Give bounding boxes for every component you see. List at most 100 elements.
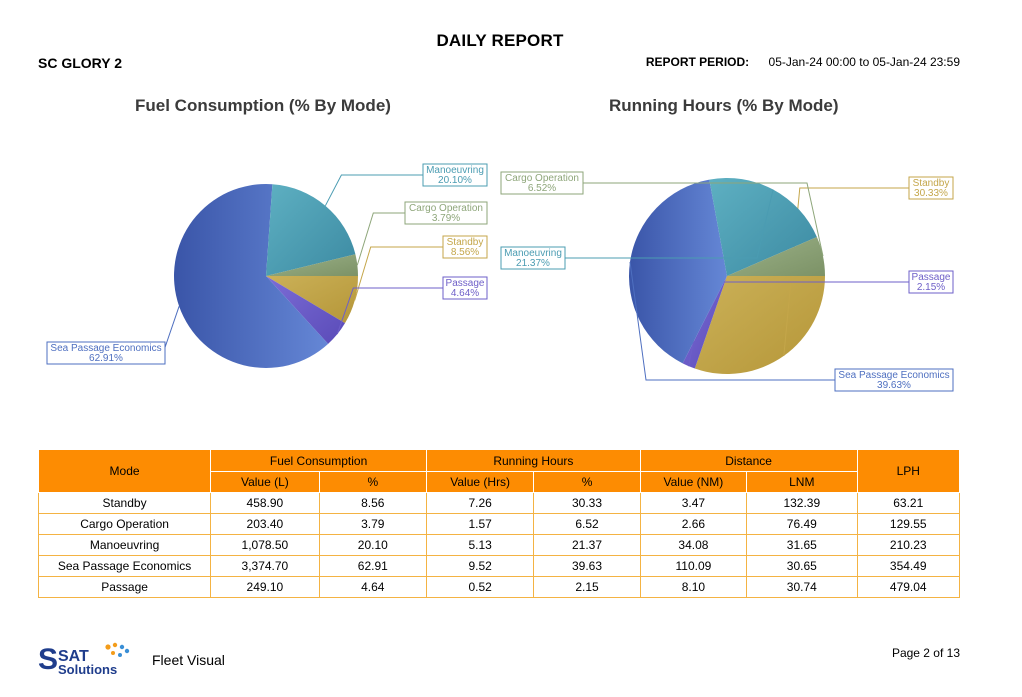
callout-line-sea-passage-economics xyxy=(629,261,835,381)
pie-slice-standby xyxy=(694,276,825,375)
cell-lnm: 132.39 xyxy=(746,492,858,514)
cell-lph: 479.04 xyxy=(856,576,960,598)
app-name: Fleet Visual xyxy=(152,652,225,668)
callout-line-manoeuvring xyxy=(324,174,423,206)
callout-label-standby: Standby xyxy=(913,178,950,189)
cell-mode: Passage xyxy=(37,576,212,598)
cell-hours-pct: 6.52 xyxy=(533,513,641,535)
cell-lph: 210.23 xyxy=(856,534,960,556)
callout-box-cargo-operation xyxy=(500,171,584,195)
callout-label-manoeuvring: Manoeuvring xyxy=(504,248,562,259)
callout-value-cargo-operation: 6.52% xyxy=(528,183,556,194)
cell-fuel-value: 3,374.70 xyxy=(210,555,320,577)
cell-mode: Sea Passage Economics xyxy=(37,555,212,577)
callout-box-passage xyxy=(908,270,954,294)
cell-lnm: 30.74 xyxy=(746,576,858,598)
col-group-hours: Running Hours xyxy=(425,449,641,472)
callout-label-sea-passage-economics: Sea Passage Economics xyxy=(50,343,161,354)
pie-slice-cargo-operation xyxy=(266,254,358,276)
cell-lph: 63.21 xyxy=(856,492,960,514)
logo-s-glyph: S xyxy=(38,643,58,676)
cell-distance-value: 2.66 xyxy=(639,513,748,535)
cell-hours-value: 0.52 xyxy=(425,576,535,598)
callout-box-standby xyxy=(442,235,488,259)
pie-slice-sea-passage-economics xyxy=(629,179,727,364)
cell-lph: 354.49 xyxy=(856,555,960,577)
callout-box-manoeuvring xyxy=(422,163,488,187)
cell-distance-value: 34.08 xyxy=(639,534,748,556)
cell-hours-value: 9.52 xyxy=(425,555,535,577)
callout-label-standby: Standby xyxy=(447,237,484,248)
callout-label-passage: Passage xyxy=(446,278,485,289)
hours-chart-title: Running Hours (% By Mode) xyxy=(609,96,839,115)
report-title: DAILY REPORT xyxy=(436,31,564,50)
callout-box-passage xyxy=(442,276,488,300)
col-fuel-value: Value (L) xyxy=(210,471,320,493)
callout-box-sea-passage-economics xyxy=(46,341,166,365)
callout-box-cargo-operation xyxy=(404,201,488,225)
callout-label-passage: Passage xyxy=(912,272,951,283)
callout-line-manoeuvring xyxy=(565,189,774,259)
col-distance-value: Value (NM) xyxy=(639,471,748,493)
table-row: Sea Passage Economics 3,374.70 62.91 9.5… xyxy=(37,555,960,577)
cell-fuel-pct: 4.64 xyxy=(318,576,427,598)
cell-lnm: 30.65 xyxy=(746,555,858,577)
cell-fuel-value: 203.40 xyxy=(210,513,320,535)
report-period-label: REPORT PERIOD: xyxy=(645,55,750,69)
cell-distance-value: 110.09 xyxy=(639,555,748,577)
callout-box-standby xyxy=(908,176,954,200)
col-lph: LPH xyxy=(856,449,960,493)
cell-hours-pct: 2.15 xyxy=(533,576,641,598)
callout-line-cargo-operation xyxy=(583,182,824,257)
cell-hours-value: 1.57 xyxy=(425,513,535,535)
cell-lph: 129.55 xyxy=(856,513,960,535)
callout-label-manoeuvring: Manoeuvring xyxy=(426,165,484,176)
cell-fuel-value: 249.10 xyxy=(210,576,320,598)
callout-line-standby xyxy=(354,246,443,301)
callout-value-passage: 4.64% xyxy=(451,288,479,299)
cell-hours-pct: 21.37 xyxy=(533,534,641,556)
table-row: Manoeuvring 1,078.50 20.10 5.13 21.37 34… xyxy=(37,534,960,556)
table-row: Cargo Operation 203.40 3.79 1.57 6.52 2.… xyxy=(37,513,960,535)
cell-lnm: 31.65 xyxy=(746,534,858,556)
col-fuel-pct: % xyxy=(318,471,427,493)
callout-value-cargo-operation: 3.79% xyxy=(432,213,460,224)
callout-label-cargo-operation: Cargo Operation xyxy=(409,203,483,214)
cell-mode: Manoeuvring xyxy=(37,534,212,556)
page-number: Page 2 of 13 xyxy=(891,646,960,660)
sat-solutions-logo: S SAT Solutions xyxy=(38,642,130,677)
fuel-chart-title: Fuel Consumption (% By Mode) xyxy=(135,96,391,115)
cell-mode: Cargo Operation xyxy=(37,513,212,535)
callout-value-manoeuvring: 20.10% xyxy=(438,175,472,186)
pie-slice-passage xyxy=(682,276,727,369)
cell-fuel-value: 1,078.50 xyxy=(210,534,320,556)
pie-slice-sea-passage-economics xyxy=(174,183,329,368)
report-period-value: 05-Jan-24 00:00 to 05-Jan-24 23:59 xyxy=(768,55,960,69)
col-mode: Mode xyxy=(37,449,212,493)
cell-distance-value: 8.10 xyxy=(639,576,748,598)
callout-line-standby xyxy=(783,187,909,356)
cell-hours-value: 5.13 xyxy=(425,534,535,556)
pie-slice-standby xyxy=(266,276,358,324)
logo-dots xyxy=(105,642,130,657)
table-row: Standby 458.90 8.56 7.26 30.33 3.47 132.… xyxy=(37,492,960,514)
cell-hours-pct: 30.33 xyxy=(533,492,641,514)
callout-box-sea-passage-economics xyxy=(834,368,954,392)
table-row: Passage 249.10 4.64 0.52 2.15 8.10 30.74… xyxy=(37,576,960,598)
vessel-name: SC GLORY 2 xyxy=(38,55,123,71)
cell-hours-value: 7.26 xyxy=(425,492,535,514)
cell-fuel-pct: 8.56 xyxy=(318,492,427,514)
cell-fuel-value: 458.90 xyxy=(210,492,320,514)
callout-value-manoeuvring: 21.37% xyxy=(516,258,550,269)
cell-fuel-pct: 20.10 xyxy=(318,534,427,556)
col-group-fuel: Fuel Consumption xyxy=(210,449,427,472)
callout-line-cargo-operation xyxy=(356,212,405,266)
callout-value-passage: 2.15% xyxy=(917,282,945,293)
callout-value-standby: 8.56% xyxy=(451,247,479,258)
col-lnm: LNM xyxy=(746,471,858,493)
col-group-distance: Distance xyxy=(639,449,858,472)
pie-slice-manoeuvring xyxy=(266,184,356,276)
